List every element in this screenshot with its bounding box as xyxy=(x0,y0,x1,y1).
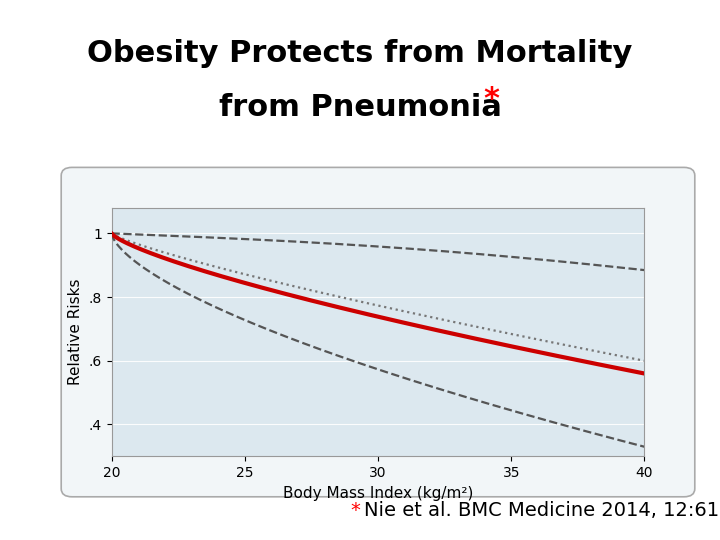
Text: Obesity Protects from Mortality: Obesity Protects from Mortality xyxy=(87,39,633,69)
Text: *: * xyxy=(484,85,500,114)
Text: *: * xyxy=(350,501,360,520)
X-axis label: Body Mass Index (kg/m²): Body Mass Index (kg/m²) xyxy=(283,485,473,501)
Text: from Pneumonia: from Pneumonia xyxy=(219,93,501,123)
Text: Nie et al. BMC Medicine 2014, 12:61: Nie et al. BMC Medicine 2014, 12:61 xyxy=(364,501,719,520)
Y-axis label: Relative Risks: Relative Risks xyxy=(68,279,83,386)
